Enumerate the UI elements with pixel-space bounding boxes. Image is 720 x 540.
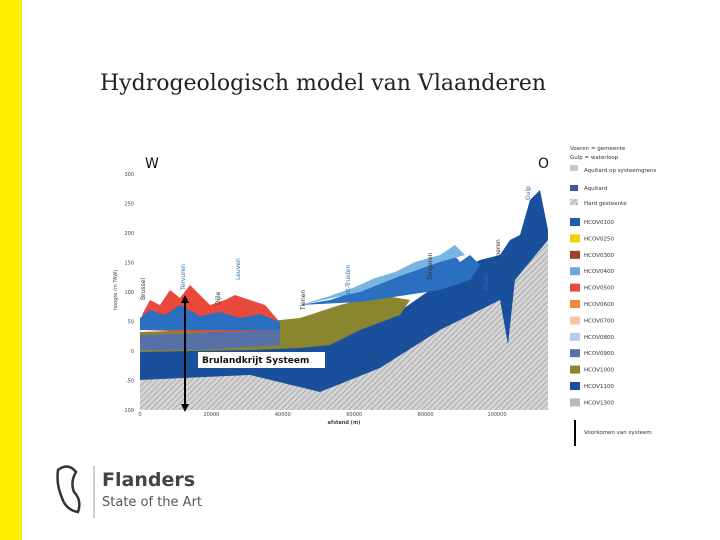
layer-1100 <box>140 190 548 392</box>
legend-swatch <box>570 165 578 171</box>
legend-note: Aquitard <box>584 186 607 192</box>
legend-note: Voeren = gemeente <box>570 146 626 152</box>
legend-note: Aquitard op systeemgrens <box>584 168 656 174</box>
legend-label: HCOV0900 <box>584 351 614 357</box>
legend-swatch <box>570 316 580 325</box>
system-box <box>198 352 325 368</box>
legend-swatch <box>570 218 580 226</box>
cross-section: Brulandkrijt Systeem W O hoogte (m TAW) … <box>113 156 549 426</box>
legend-swatch <box>570 332 580 341</box>
legend-swatch <box>570 283 580 292</box>
place-label: Gulp <box>525 186 532 200</box>
y-tick-label: -50 <box>126 379 134 385</box>
legend-arrow-label: Voorkomen van systeem <box>584 430 652 436</box>
place-label: Leuven <box>235 258 242 280</box>
layer-0100-left <box>140 305 280 330</box>
slide-title: Hydrogeologisch model van Vlaanderen <box>100 71 546 96</box>
logo: Flanders State of the Art <box>56 465 202 518</box>
legend-swatch <box>570 365 580 374</box>
y-tick-label: 50 <box>128 320 134 326</box>
place-label: Tongeren <box>427 252 434 281</box>
legend-label: HCOV0500 <box>584 286 614 292</box>
place-label: Tervuren <box>180 264 187 291</box>
legend-swatch <box>570 300 580 308</box>
yellow-band <box>0 0 22 540</box>
system-label: Brulandkrijt Systeem <box>202 356 309 366</box>
x-tick-label: 100000 <box>487 412 506 418</box>
logo-tagline: State of the Art <box>102 495 202 510</box>
legend-label: HCOV1300 <box>584 400 614 406</box>
place-label: Brussel <box>140 278 147 300</box>
place-label: Maas <box>483 274 490 290</box>
legend-label: HCOV0100 <box>584 220 614 226</box>
y-tick-label: 150 <box>124 261 134 267</box>
y-tick-label: 100 <box>124 290 134 296</box>
legend-swatch <box>570 234 580 243</box>
arrow-head <box>181 404 189 412</box>
x-tick-label: 40000 <box>275 412 291 418</box>
legend-swatch <box>570 199 578 205</box>
legend-swatch <box>570 349 580 358</box>
x-tick-label: 60000 <box>346 412 362 418</box>
legend-label: HCOV0700 <box>584 318 614 324</box>
legend-note: Hard gesteente <box>584 201 627 207</box>
legend-label: HCOV0250 <box>584 236 614 242</box>
place-label: Sint-Truiden <box>345 265 352 300</box>
legend-swatch <box>570 185 578 191</box>
legend-swatch <box>570 250 580 259</box>
arrow-head <box>181 295 189 303</box>
legend-note: Gulp = waterloop <box>570 155 619 161</box>
legend-label: HCOV0600 <box>584 302 614 308</box>
legend-label: HCOV1000 <box>584 368 614 374</box>
x-tick-label: 0 <box>138 412 141 418</box>
y-tick-label: -100 <box>123 408 134 414</box>
place-label: Dijle <box>215 291 222 305</box>
legend-swatch <box>570 382 580 390</box>
layer-0400 <box>300 245 465 305</box>
y-tick-label: 300 <box>124 172 134 178</box>
y-tick-label: 250 <box>124 202 134 208</box>
place-labels: Brussel Tervuren Dijle Leuven Tienen Sint-Tru… <box>140 186 532 311</box>
legend-swatch <box>570 267 580 276</box>
logo-name: Flanders <box>102 469 195 491</box>
x-tick-label: 80000 <box>418 412 434 418</box>
axis-ticks: 300 250 200 150 100 50 0 -50 -100 0 20000 40000 6000… <box>123 172 507 418</box>
legend-label: HCOV0300 <box>584 253 614 259</box>
y-tick-label: 0 <box>131 349 134 355</box>
west-label: W <box>145 156 159 172</box>
legend-label: HCOV0400 <box>584 269 614 275</box>
east-label: O <box>538 156 549 172</box>
x-axis-label: afstand (m) <box>328 420 361 426</box>
place-label: Tienen <box>300 290 307 311</box>
lion-icon <box>56 465 81 514</box>
y-tick-label: 200 <box>124 231 134 237</box>
place-label: Voeren <box>495 239 502 260</box>
y-axis-label: hoogte (m TAW) <box>113 270 119 310</box>
hard-rock <box>140 240 548 410</box>
legend-label: HCOV1100 <box>584 384 614 390</box>
legend-label: HCOV0800 <box>584 335 614 341</box>
legend-swatch <box>570 398 580 407</box>
legend: Voorkomen van systeem Voeren = gemeente G… <box>570 146 656 446</box>
layer-0900 <box>140 325 280 350</box>
x-tick-label: 20000 <box>203 412 219 418</box>
